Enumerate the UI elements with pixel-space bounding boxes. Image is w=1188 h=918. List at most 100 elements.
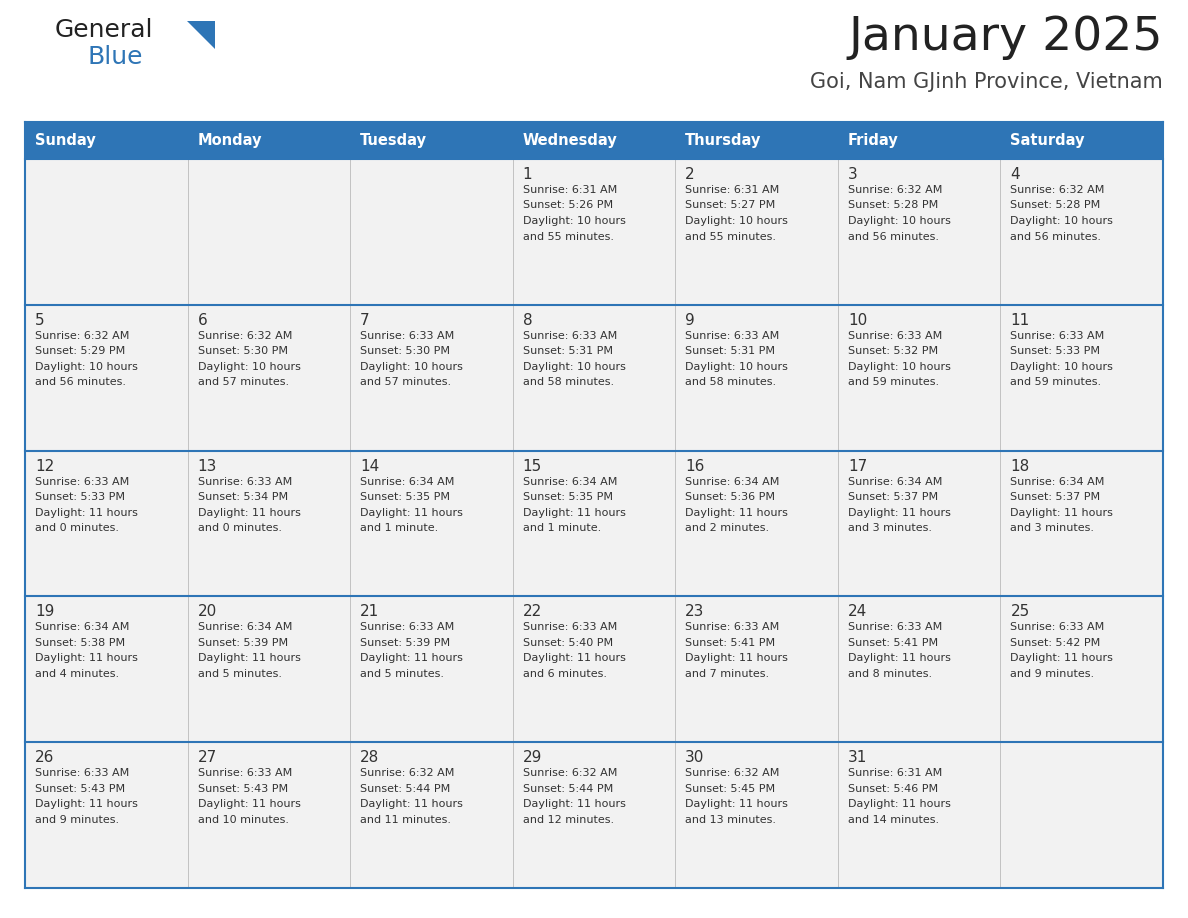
Text: 5: 5 <box>34 313 45 328</box>
Text: Sunset: 5:26 PM: Sunset: 5:26 PM <box>523 200 613 210</box>
Text: 19: 19 <box>34 604 55 620</box>
Text: 25: 25 <box>1011 604 1030 620</box>
Text: Sunrise: 6:31 AM: Sunrise: 6:31 AM <box>848 768 942 778</box>
Text: Daylight: 11 hours: Daylight: 11 hours <box>34 508 138 518</box>
Text: Sunset: 5:32 PM: Sunset: 5:32 PM <box>848 346 939 356</box>
Text: and 5 minutes.: and 5 minutes. <box>197 669 282 679</box>
Text: Sunset: 5:29 PM: Sunset: 5:29 PM <box>34 346 125 356</box>
Text: Daylight: 11 hours: Daylight: 11 hours <box>1011 654 1113 664</box>
Text: Goi, Nam GJinh Province, Vietnam: Goi, Nam GJinh Province, Vietnam <box>810 72 1163 92</box>
Text: 6: 6 <box>197 313 208 328</box>
Text: Daylight: 10 hours: Daylight: 10 hours <box>360 362 463 372</box>
Text: and 4 minutes.: and 4 minutes. <box>34 669 119 679</box>
Text: 13: 13 <box>197 459 217 474</box>
Text: Sunrise: 6:34 AM: Sunrise: 6:34 AM <box>360 476 455 487</box>
Text: 15: 15 <box>523 459 542 474</box>
Text: and 55 minutes.: and 55 minutes. <box>523 231 614 241</box>
Text: Daylight: 10 hours: Daylight: 10 hours <box>685 216 788 226</box>
Text: Sunrise: 6:33 AM: Sunrise: 6:33 AM <box>523 622 617 633</box>
Text: and 1 minute.: and 1 minute. <box>523 523 601 533</box>
Text: Daylight: 10 hours: Daylight: 10 hours <box>1011 216 1113 226</box>
Text: and 0 minutes.: and 0 minutes. <box>197 523 282 533</box>
Text: Sunrise: 6:33 AM: Sunrise: 6:33 AM <box>523 330 617 341</box>
Text: Sunrise: 6:32 AM: Sunrise: 6:32 AM <box>1011 185 1105 195</box>
Text: and 55 minutes.: and 55 minutes. <box>685 231 776 241</box>
Text: Sunset: 5:43 PM: Sunset: 5:43 PM <box>197 784 287 794</box>
Text: Sunset: 5:41 PM: Sunset: 5:41 PM <box>848 638 939 648</box>
Text: Sunset: 5:34 PM: Sunset: 5:34 PM <box>197 492 287 502</box>
Text: 31: 31 <box>848 750 867 766</box>
Text: Daylight: 10 hours: Daylight: 10 hours <box>34 362 138 372</box>
Bar <box>25 742 1163 888</box>
Text: and 12 minutes.: and 12 minutes. <box>523 814 614 824</box>
Text: Sunrise: 6:33 AM: Sunrise: 6:33 AM <box>197 476 292 487</box>
Text: Sunrise: 6:33 AM: Sunrise: 6:33 AM <box>360 330 454 341</box>
Text: Sunrise: 6:33 AM: Sunrise: 6:33 AM <box>685 622 779 633</box>
Text: and 2 minutes.: and 2 minutes. <box>685 523 770 533</box>
Text: Sunrise: 6:33 AM: Sunrise: 6:33 AM <box>197 768 292 778</box>
Text: 29: 29 <box>523 750 542 766</box>
Text: Daylight: 11 hours: Daylight: 11 hours <box>848 800 950 809</box>
Text: Sunset: 5:43 PM: Sunset: 5:43 PM <box>34 784 125 794</box>
Polygon shape <box>187 21 215 49</box>
Text: Sunrise: 6:34 AM: Sunrise: 6:34 AM <box>1011 476 1105 487</box>
Text: Daylight: 11 hours: Daylight: 11 hours <box>360 800 463 809</box>
Text: Sunset: 5:45 PM: Sunset: 5:45 PM <box>685 784 776 794</box>
Bar <box>25 122 1163 159</box>
Text: Daylight: 10 hours: Daylight: 10 hours <box>848 216 950 226</box>
Text: Sunrise: 6:31 AM: Sunrise: 6:31 AM <box>523 185 617 195</box>
Text: 27: 27 <box>197 750 217 766</box>
Text: Wednesday: Wednesday <box>523 133 618 148</box>
Text: Daylight: 11 hours: Daylight: 11 hours <box>197 654 301 664</box>
Text: 22: 22 <box>523 604 542 620</box>
Text: Sunset: 5:28 PM: Sunset: 5:28 PM <box>848 200 939 210</box>
Text: Daylight: 11 hours: Daylight: 11 hours <box>685 508 788 518</box>
Text: Thursday: Thursday <box>685 133 762 148</box>
Text: Sunrise: 6:32 AM: Sunrise: 6:32 AM <box>523 768 617 778</box>
Text: Tuesday: Tuesday <box>360 133 428 148</box>
Text: Daylight: 10 hours: Daylight: 10 hours <box>523 216 626 226</box>
Text: Daylight: 10 hours: Daylight: 10 hours <box>1011 362 1113 372</box>
Text: Daylight: 11 hours: Daylight: 11 hours <box>34 800 138 809</box>
Text: and 6 minutes.: and 6 minutes. <box>523 669 607 679</box>
Text: Sunset: 5:35 PM: Sunset: 5:35 PM <box>360 492 450 502</box>
Text: and 57 minutes.: and 57 minutes. <box>360 377 451 387</box>
Text: 7: 7 <box>360 313 369 328</box>
Text: Sunset: 5:44 PM: Sunset: 5:44 PM <box>360 784 450 794</box>
Text: Sunrise: 6:33 AM: Sunrise: 6:33 AM <box>848 330 942 341</box>
Text: Sunrise: 6:32 AM: Sunrise: 6:32 AM <box>848 185 942 195</box>
Text: Blue: Blue <box>87 45 143 69</box>
Text: and 3 minutes.: and 3 minutes. <box>848 523 931 533</box>
Text: and 59 minutes.: and 59 minutes. <box>848 377 939 387</box>
Text: January 2025: January 2025 <box>848 15 1163 60</box>
Text: Daylight: 11 hours: Daylight: 11 hours <box>848 508 950 518</box>
Text: and 10 minutes.: and 10 minutes. <box>197 814 289 824</box>
Text: Daylight: 11 hours: Daylight: 11 hours <box>1011 508 1113 518</box>
Text: 20: 20 <box>197 604 217 620</box>
Text: Daylight: 11 hours: Daylight: 11 hours <box>685 800 788 809</box>
Text: Daylight: 11 hours: Daylight: 11 hours <box>685 654 788 664</box>
Text: Daylight: 11 hours: Daylight: 11 hours <box>523 508 626 518</box>
Text: and 7 minutes.: and 7 minutes. <box>685 669 770 679</box>
Bar <box>25 451 1163 597</box>
Text: Sunrise: 6:32 AM: Sunrise: 6:32 AM <box>360 768 455 778</box>
Text: 16: 16 <box>685 459 704 474</box>
Bar <box>25 305 1163 451</box>
Text: 17: 17 <box>848 459 867 474</box>
Text: Sunset: 5:39 PM: Sunset: 5:39 PM <box>197 638 287 648</box>
Text: Sunrise: 6:33 AM: Sunrise: 6:33 AM <box>848 622 942 633</box>
Text: Sunrise: 6:31 AM: Sunrise: 6:31 AM <box>685 185 779 195</box>
Text: and 59 minutes.: and 59 minutes. <box>1011 377 1101 387</box>
Text: 28: 28 <box>360 750 379 766</box>
Text: Sunrise: 6:32 AM: Sunrise: 6:32 AM <box>685 768 779 778</box>
Text: Sunrise: 6:32 AM: Sunrise: 6:32 AM <box>34 330 129 341</box>
Text: 30: 30 <box>685 750 704 766</box>
Text: 23: 23 <box>685 604 704 620</box>
Text: Sunset: 5:37 PM: Sunset: 5:37 PM <box>1011 492 1100 502</box>
Text: Sunset: 5:39 PM: Sunset: 5:39 PM <box>360 638 450 648</box>
Text: Daylight: 11 hours: Daylight: 11 hours <box>523 654 626 664</box>
Text: and 3 minutes.: and 3 minutes. <box>1011 523 1094 533</box>
Text: Daylight: 11 hours: Daylight: 11 hours <box>197 508 301 518</box>
Text: Friday: Friday <box>848 133 898 148</box>
Text: Sunrise: 6:33 AM: Sunrise: 6:33 AM <box>1011 622 1105 633</box>
